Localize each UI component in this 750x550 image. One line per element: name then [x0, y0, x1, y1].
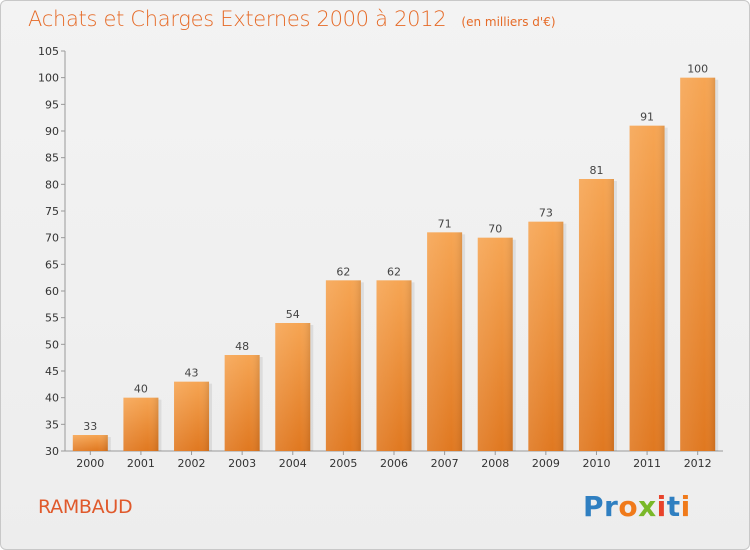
- x-tick-label: 2010: [582, 457, 610, 470]
- bar-shade: [528, 221, 564, 451]
- bar-shade: [174, 381, 210, 451]
- bar-shade: [325, 280, 361, 451]
- chart-title: Achats et Charges Externes 2000 à 2012: [28, 7, 447, 31]
- bar-value-label: 40: [134, 383, 148, 396]
- y-tick-label: 95: [45, 98, 59, 111]
- y-tick-label: 90: [45, 125, 59, 138]
- y-tick-label: 40: [45, 392, 59, 405]
- labels: 33 2000 40 2001 43 2002 48 2003 54 2004 62 2005 62 20…: [76, 63, 711, 470]
- bar-value-label: 62: [387, 265, 401, 278]
- logo-letter: t: [666, 490, 681, 523]
- logo-letter: i: [680, 490, 691, 523]
- bar-value-label: 70: [488, 223, 502, 236]
- x-tick-label: 2008: [481, 457, 509, 470]
- x-tick-label: 2006: [380, 457, 408, 470]
- proxiti-logo[interactable]: Proxiti: [583, 490, 691, 523]
- logo-letter: r: [604, 490, 619, 523]
- y-tick-label: 105: [38, 45, 59, 58]
- bar-shade: [477, 237, 513, 451]
- bar-value-label: 73: [539, 207, 553, 220]
- y-tick-label: 50: [45, 338, 59, 351]
- y-tick-label: 85: [45, 152, 59, 165]
- x-tick-label: 2012: [684, 457, 712, 470]
- y-tick-label: 70: [45, 232, 59, 245]
- y-tick-label: 55: [45, 312, 59, 325]
- bar-shade: [72, 435, 108, 451]
- y-tick-label: 75: [45, 205, 59, 218]
- bar-shade: [224, 355, 260, 451]
- chart-subtitle: (en milliers d'€): [461, 15, 556, 29]
- y-tick-label: 30: [45, 445, 59, 458]
- bar-value-label: 48: [235, 340, 249, 353]
- logo-letter: o: [618, 490, 639, 523]
- bars: [72, 77, 719, 452]
- bar-value-label: 91: [640, 111, 654, 124]
- logo-letter: P: [583, 490, 605, 523]
- bar-value-label: 62: [336, 265, 350, 278]
- x-tick-label: 2000: [76, 457, 104, 470]
- axes: 30 35 40 45 50 55 60 65 70 75 80 85 90 95 100 105: [38, 45, 723, 458]
- x-tick-label: 2002: [178, 457, 206, 470]
- x-tick-label: 2001: [127, 457, 155, 470]
- x-tick-label: 2003: [228, 457, 256, 470]
- bar-shade: [680, 77, 716, 452]
- bar-value-label: 100: [687, 63, 708, 76]
- y-tick-label: 60: [45, 285, 59, 298]
- logo-letter: i: [656, 490, 667, 523]
- title-row: Achats et Charges Externes 2000 à 2012 (…: [28, 7, 556, 31]
- x-tick-label: 2011: [633, 457, 661, 470]
- bar-shade: [578, 179, 614, 451]
- x-tick-label: 2005: [329, 457, 357, 470]
- bar-value-label: 43: [185, 367, 199, 380]
- bar-shade: [427, 232, 463, 451]
- x-tick-label: 2004: [279, 457, 307, 470]
- bar-value-label: 71: [438, 217, 452, 230]
- bar-shade: [275, 323, 311, 451]
- bar-value-label: 33: [83, 420, 97, 433]
- bar-value-label: 81: [589, 164, 603, 177]
- bar-shade: [376, 280, 412, 451]
- x-tick-label: 2009: [532, 457, 560, 470]
- bar-shade: [629, 125, 665, 452]
- x-tick-label: 2007: [431, 457, 459, 470]
- y-tick-label: 80: [45, 178, 59, 191]
- y-tick-label: 100: [38, 72, 59, 85]
- y-tick-label: 45: [45, 365, 59, 378]
- y-tick-label: 65: [45, 258, 59, 271]
- logo-letter: x: [638, 490, 657, 523]
- bar-value-label: 54: [286, 308, 300, 321]
- y-tick-label: 35: [45, 418, 59, 431]
- bar-shade: [123, 397, 159, 451]
- commune-name: RAMBAUD: [38, 496, 133, 518]
